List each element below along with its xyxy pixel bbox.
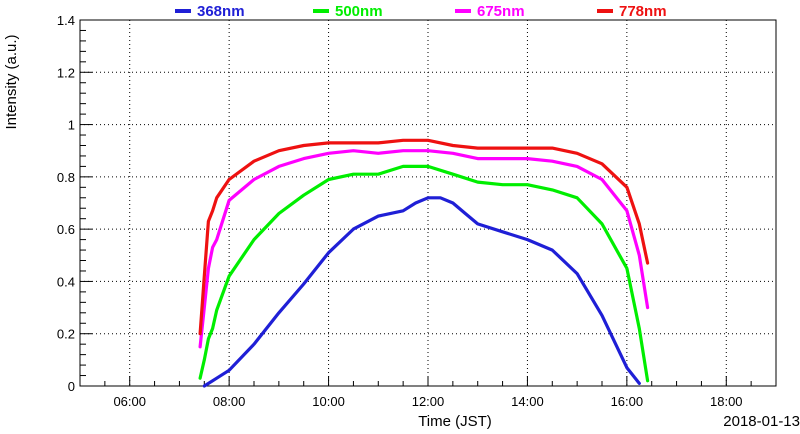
x-axis-label: Time (JST): [418, 413, 492, 430]
grid: [80, 20, 776, 386]
x-tick-label: 18:00: [710, 394, 743, 409]
series-group: [198, 138, 650, 388]
x-tick-label: 16:00: [611, 394, 644, 409]
y-tick-label: 0.2: [57, 327, 75, 342]
series-line-500nm: [198, 164, 650, 383]
legend-label-778nm: 778nm: [619, 3, 667, 20]
legend-label-368nm: 368nm: [197, 3, 245, 20]
date-label: 2018-01-13: [723, 413, 800, 430]
x-tick-label: 14:00: [511, 394, 544, 409]
y-tick-label: 1.4: [57, 13, 75, 28]
series-line-675nm: [198, 149, 650, 349]
x-tick-label: 10:00: [312, 394, 345, 409]
y-axis-label: Intensity (a.u.): [3, 34, 20, 129]
legend: 368nm 500nm 675nm 778nm: [175, 3, 667, 20]
y-tick-label: 0.4: [57, 274, 75, 289]
series-line-368nm: [202, 196, 641, 388]
y-tick-label: 1: [68, 118, 75, 133]
legend-label-500nm: 500nm: [335, 3, 383, 20]
x-tick-label: 12:00: [412, 394, 445, 409]
x-tick-label: 06:00: [113, 394, 146, 409]
series-line-778nm: [198, 138, 650, 336]
y-tick-label: 0: [68, 379, 75, 394]
y-tick-label: 0.8: [57, 170, 75, 185]
plot-frame: [79, 19, 777, 387]
y-tick-label: 1.2: [57, 65, 75, 80]
axis-ticks: 06:00 08:00 10:00 12:00 14:00 16:00 18:00 0 0.2 0…: [57, 13, 777, 409]
y-tick-label: 0.6: [57, 222, 75, 237]
x-tick-label: 08:00: [213, 394, 246, 409]
legend-label-675nm: 675nm: [477, 3, 525, 20]
